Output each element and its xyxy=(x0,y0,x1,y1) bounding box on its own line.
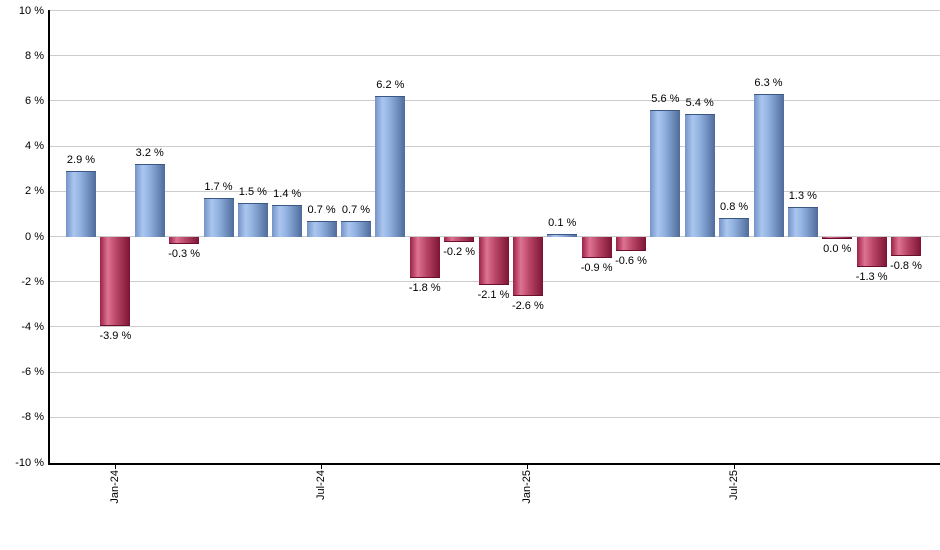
gridline-2 xyxy=(50,190,940,192)
bar-value-label: -3.9 % xyxy=(99,329,132,342)
gridline--8 xyxy=(50,416,940,418)
bar-Jun-24 xyxy=(272,204,303,238)
bar-value-label: 1.4 % xyxy=(273,187,302,200)
bar-value-label: 0.0 % xyxy=(823,243,852,255)
bar-value-label: 0.8 % xyxy=(720,201,749,214)
bar-value-label: -1.3 % xyxy=(855,270,888,283)
bar-value-label: 5.6 % xyxy=(651,92,680,105)
bar-value-label: 2.9 % xyxy=(66,153,96,166)
x-tick-mark xyxy=(114,463,116,469)
x-tick-label: Jul-24 xyxy=(315,470,328,500)
gridline-8 xyxy=(50,55,940,57)
bar-Nov-24 xyxy=(444,236,475,243)
bar-Dec-25 xyxy=(891,236,921,256)
bar-value-label: -0.3 % xyxy=(168,248,201,261)
bar-Apr-24 xyxy=(203,198,234,238)
gridline-10 xyxy=(50,10,940,11)
x-tick-mark xyxy=(321,463,323,469)
bar-May-24 xyxy=(237,202,268,238)
bar-value-label: -0.6 % xyxy=(615,255,647,268)
bar-Sep-25 xyxy=(787,207,818,238)
y-tick-label: -8 % xyxy=(21,411,44,424)
bar-value-label: 3.2 % xyxy=(135,147,164,160)
bar-value-label: 1.3 % xyxy=(788,190,817,203)
bar-Mar-25 xyxy=(581,236,612,258)
bar-value-label: -2.1 % xyxy=(477,288,510,301)
gridline-4 xyxy=(50,145,940,147)
bar-value-label: 6.2 % xyxy=(376,79,405,92)
y-tick-label: 0 % xyxy=(25,230,44,243)
x-tick-label: Jan-24 xyxy=(108,470,121,504)
bar-value-label: 1.5 % xyxy=(238,185,267,198)
bar-value-label: -1.8 % xyxy=(408,282,441,295)
bar-Jul-25 xyxy=(719,218,750,238)
bar-Sep-24 xyxy=(375,96,406,238)
gridline--6 xyxy=(50,371,940,373)
x-tick-mark xyxy=(733,463,735,469)
bar-May-25 xyxy=(650,109,681,238)
bar-Jan-25 xyxy=(512,236,543,297)
y-tick-label: -2 % xyxy=(21,275,44,288)
bar-Dec-24 xyxy=(478,236,509,285)
plot-area: 2.9 % -3.9 % 3.2 % -0.3 % 1.7 % 1.5 % 1.4 % 0.7… xyxy=(48,10,940,465)
bar-value-label: 0.7 % xyxy=(341,203,371,216)
bar-value-label: -2.6 % xyxy=(511,300,544,313)
bar-Nov-25 xyxy=(856,236,887,267)
bar-Aug-24 xyxy=(341,220,371,238)
x-tick-label: Jul-25 xyxy=(727,470,740,500)
bar-Jan-24 xyxy=(100,236,131,326)
bar-Jun-25 xyxy=(684,114,715,238)
y-tick-label: -10 % xyxy=(15,456,44,469)
bar-Dec-23 xyxy=(66,170,96,238)
bar-value-label: 1.7 % xyxy=(204,181,233,194)
bar-value-label: -0.9 % xyxy=(580,261,613,274)
bar-Oct-24 xyxy=(409,236,440,279)
gridline-6 xyxy=(50,100,940,102)
bar-value-label: 6.3 % xyxy=(754,77,783,90)
bar-Oct-25 xyxy=(822,236,853,239)
bar-value-label: -0.2 % xyxy=(443,246,476,259)
bar-value-label: 5.4 % xyxy=(685,97,714,110)
y-tick-label: 2 % xyxy=(25,185,44,198)
bar-value-label: 0.7 % xyxy=(307,203,336,216)
y-tick-label: 6 % xyxy=(25,94,44,107)
x-tick-label: Jan-25 xyxy=(521,470,534,504)
bar-Apr-25 xyxy=(616,236,646,252)
y-tick-label: 4 % xyxy=(25,140,44,153)
bar-Feb-24 xyxy=(134,164,165,238)
y-tick-label: -6 % xyxy=(21,366,44,379)
bar-value-label: 0.1 % xyxy=(548,217,577,230)
y-tick-label: 10 % xyxy=(18,4,44,17)
bar-Aug-25 xyxy=(753,94,784,238)
gridline--4 xyxy=(50,326,940,328)
bar-Feb-25 xyxy=(547,234,578,238)
x-tick-mark xyxy=(527,463,529,469)
bar-Jul-24 xyxy=(306,220,337,238)
y-tick-label: -4 % xyxy=(21,320,44,333)
bar-Mar-24 xyxy=(169,236,200,245)
y-tick-label: 8 % xyxy=(25,49,44,62)
bar-value-label: -0.8 % xyxy=(890,259,922,272)
